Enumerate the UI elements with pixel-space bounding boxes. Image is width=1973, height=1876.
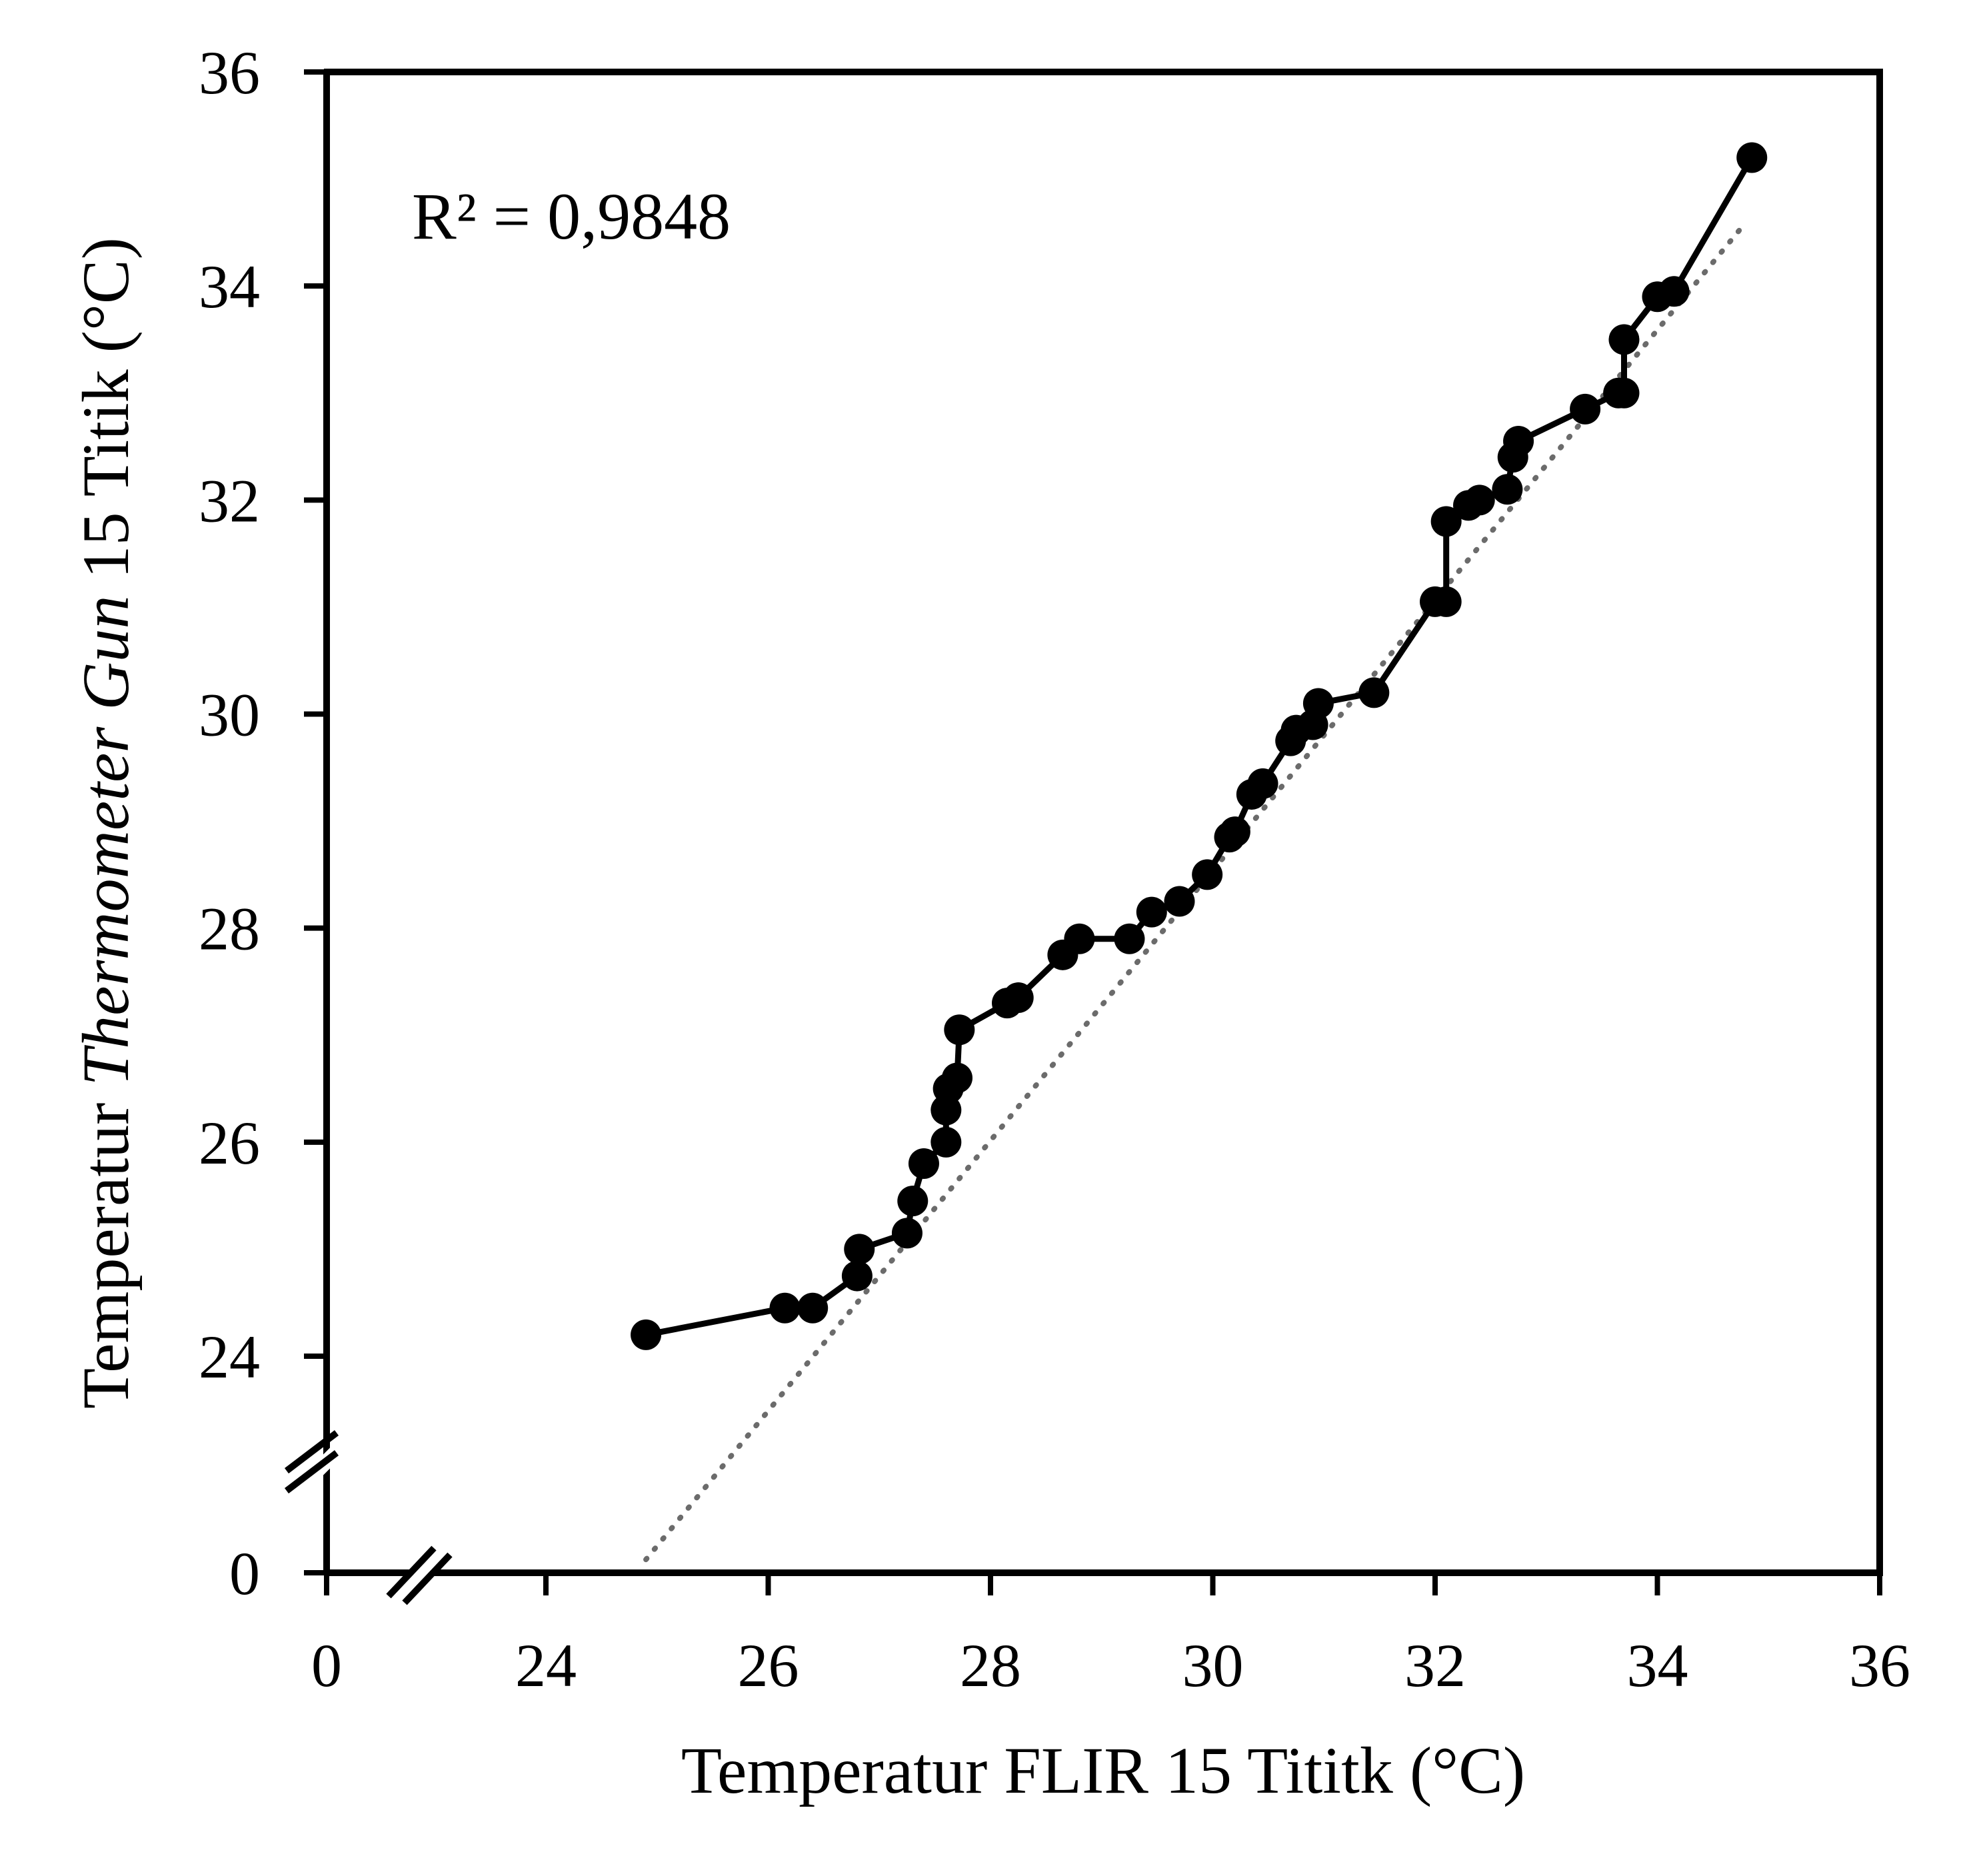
series-group (631, 142, 1768, 1350)
x-tick-label: 34 (1627, 1631, 1688, 1699)
data-point (1492, 474, 1523, 505)
data-point (841, 1260, 873, 1292)
y-tick-label: 36 (199, 39, 260, 107)
x-tick-label: 24 (515, 1631, 577, 1699)
y-axis-break-mark (284, 1430, 339, 1473)
y-tick-label: 24 (199, 1323, 260, 1391)
x-tick-label: 32 (1404, 1631, 1466, 1699)
y-axis-title: Temperatur Thermometer Gun 15 Titik (°C) (69, 237, 143, 1409)
data-point (1430, 586, 1462, 617)
data-point (931, 1126, 962, 1158)
y-tick-label: 32 (199, 467, 260, 534)
data-point (1192, 859, 1223, 890)
data-point (1164, 886, 1195, 917)
data-point (897, 1186, 929, 1217)
series-line (645, 156, 1755, 1338)
data-point (1658, 276, 1690, 307)
data-point (1464, 484, 1495, 516)
data-point (1608, 377, 1640, 409)
data-point (797, 1292, 829, 1324)
x-tick-label: 28 (960, 1631, 1021, 1699)
y-tick-label: 0 (229, 1539, 260, 1607)
data-point (1136, 896, 1167, 928)
data-point (1608, 324, 1640, 355)
y-tick-label: 30 (199, 681, 260, 749)
axes (323, 69, 1883, 1576)
x-axis-break-mark (386, 1545, 437, 1599)
x-tick-label: 0 (311, 1631, 342, 1699)
y-tick-label: 26 (199, 1109, 260, 1177)
data-point (844, 1234, 875, 1265)
y-ticks: 0 24 26 28 30 32 34 36 (199, 39, 327, 1607)
data-point (1736, 142, 1768, 173)
data-point (631, 1319, 662, 1350)
x-ticks: 0 24 26 28 30 32 34 36 (311, 1573, 1910, 1699)
data-point (1064, 923, 1095, 954)
y-axis-title-part-1: Temperatur (69, 1086, 143, 1409)
trendline-group (643, 219, 1749, 1563)
y-axis-title-part-3: 15 Titik (°C) (69, 237, 143, 595)
data-point (1002, 982, 1034, 1014)
data-point (1430, 506, 1462, 537)
data-point (1247, 768, 1278, 799)
trendline (643, 219, 1749, 1563)
r-squared-annotation: R² = 0,9848 (412, 179, 731, 253)
data-point (944, 1014, 975, 1046)
data-point (1503, 426, 1534, 457)
x-tick-label: 36 (1849, 1631, 1910, 1699)
y-axis-title-part-2: Thermometer Gun (69, 595, 143, 1086)
data-point (891, 1218, 923, 1249)
y-axis-break-mark (284, 1450, 339, 1493)
x-axis-title: Temperatur FLIR 15 Tititk (°C) (681, 1733, 1525, 1807)
y-tick-label: 34 (199, 253, 260, 321)
data-point (1302, 688, 1334, 719)
data-point (908, 1148, 939, 1179)
data-point (1114, 923, 1145, 954)
x-tick-label: 30 (1182, 1631, 1244, 1699)
data-point (1358, 677, 1390, 708)
data-point (1570, 393, 1601, 425)
data-point (769, 1292, 801, 1324)
x-axis-break-mark (402, 1552, 453, 1605)
y-tick-label: 28 (199, 895, 260, 963)
axis-breaks (284, 1430, 453, 1605)
x-tick-label: 26 (738, 1631, 799, 1699)
data-point (941, 1062, 973, 1094)
data-point (1219, 816, 1250, 848)
x-axis-break-gap (404, 1541, 449, 1589)
